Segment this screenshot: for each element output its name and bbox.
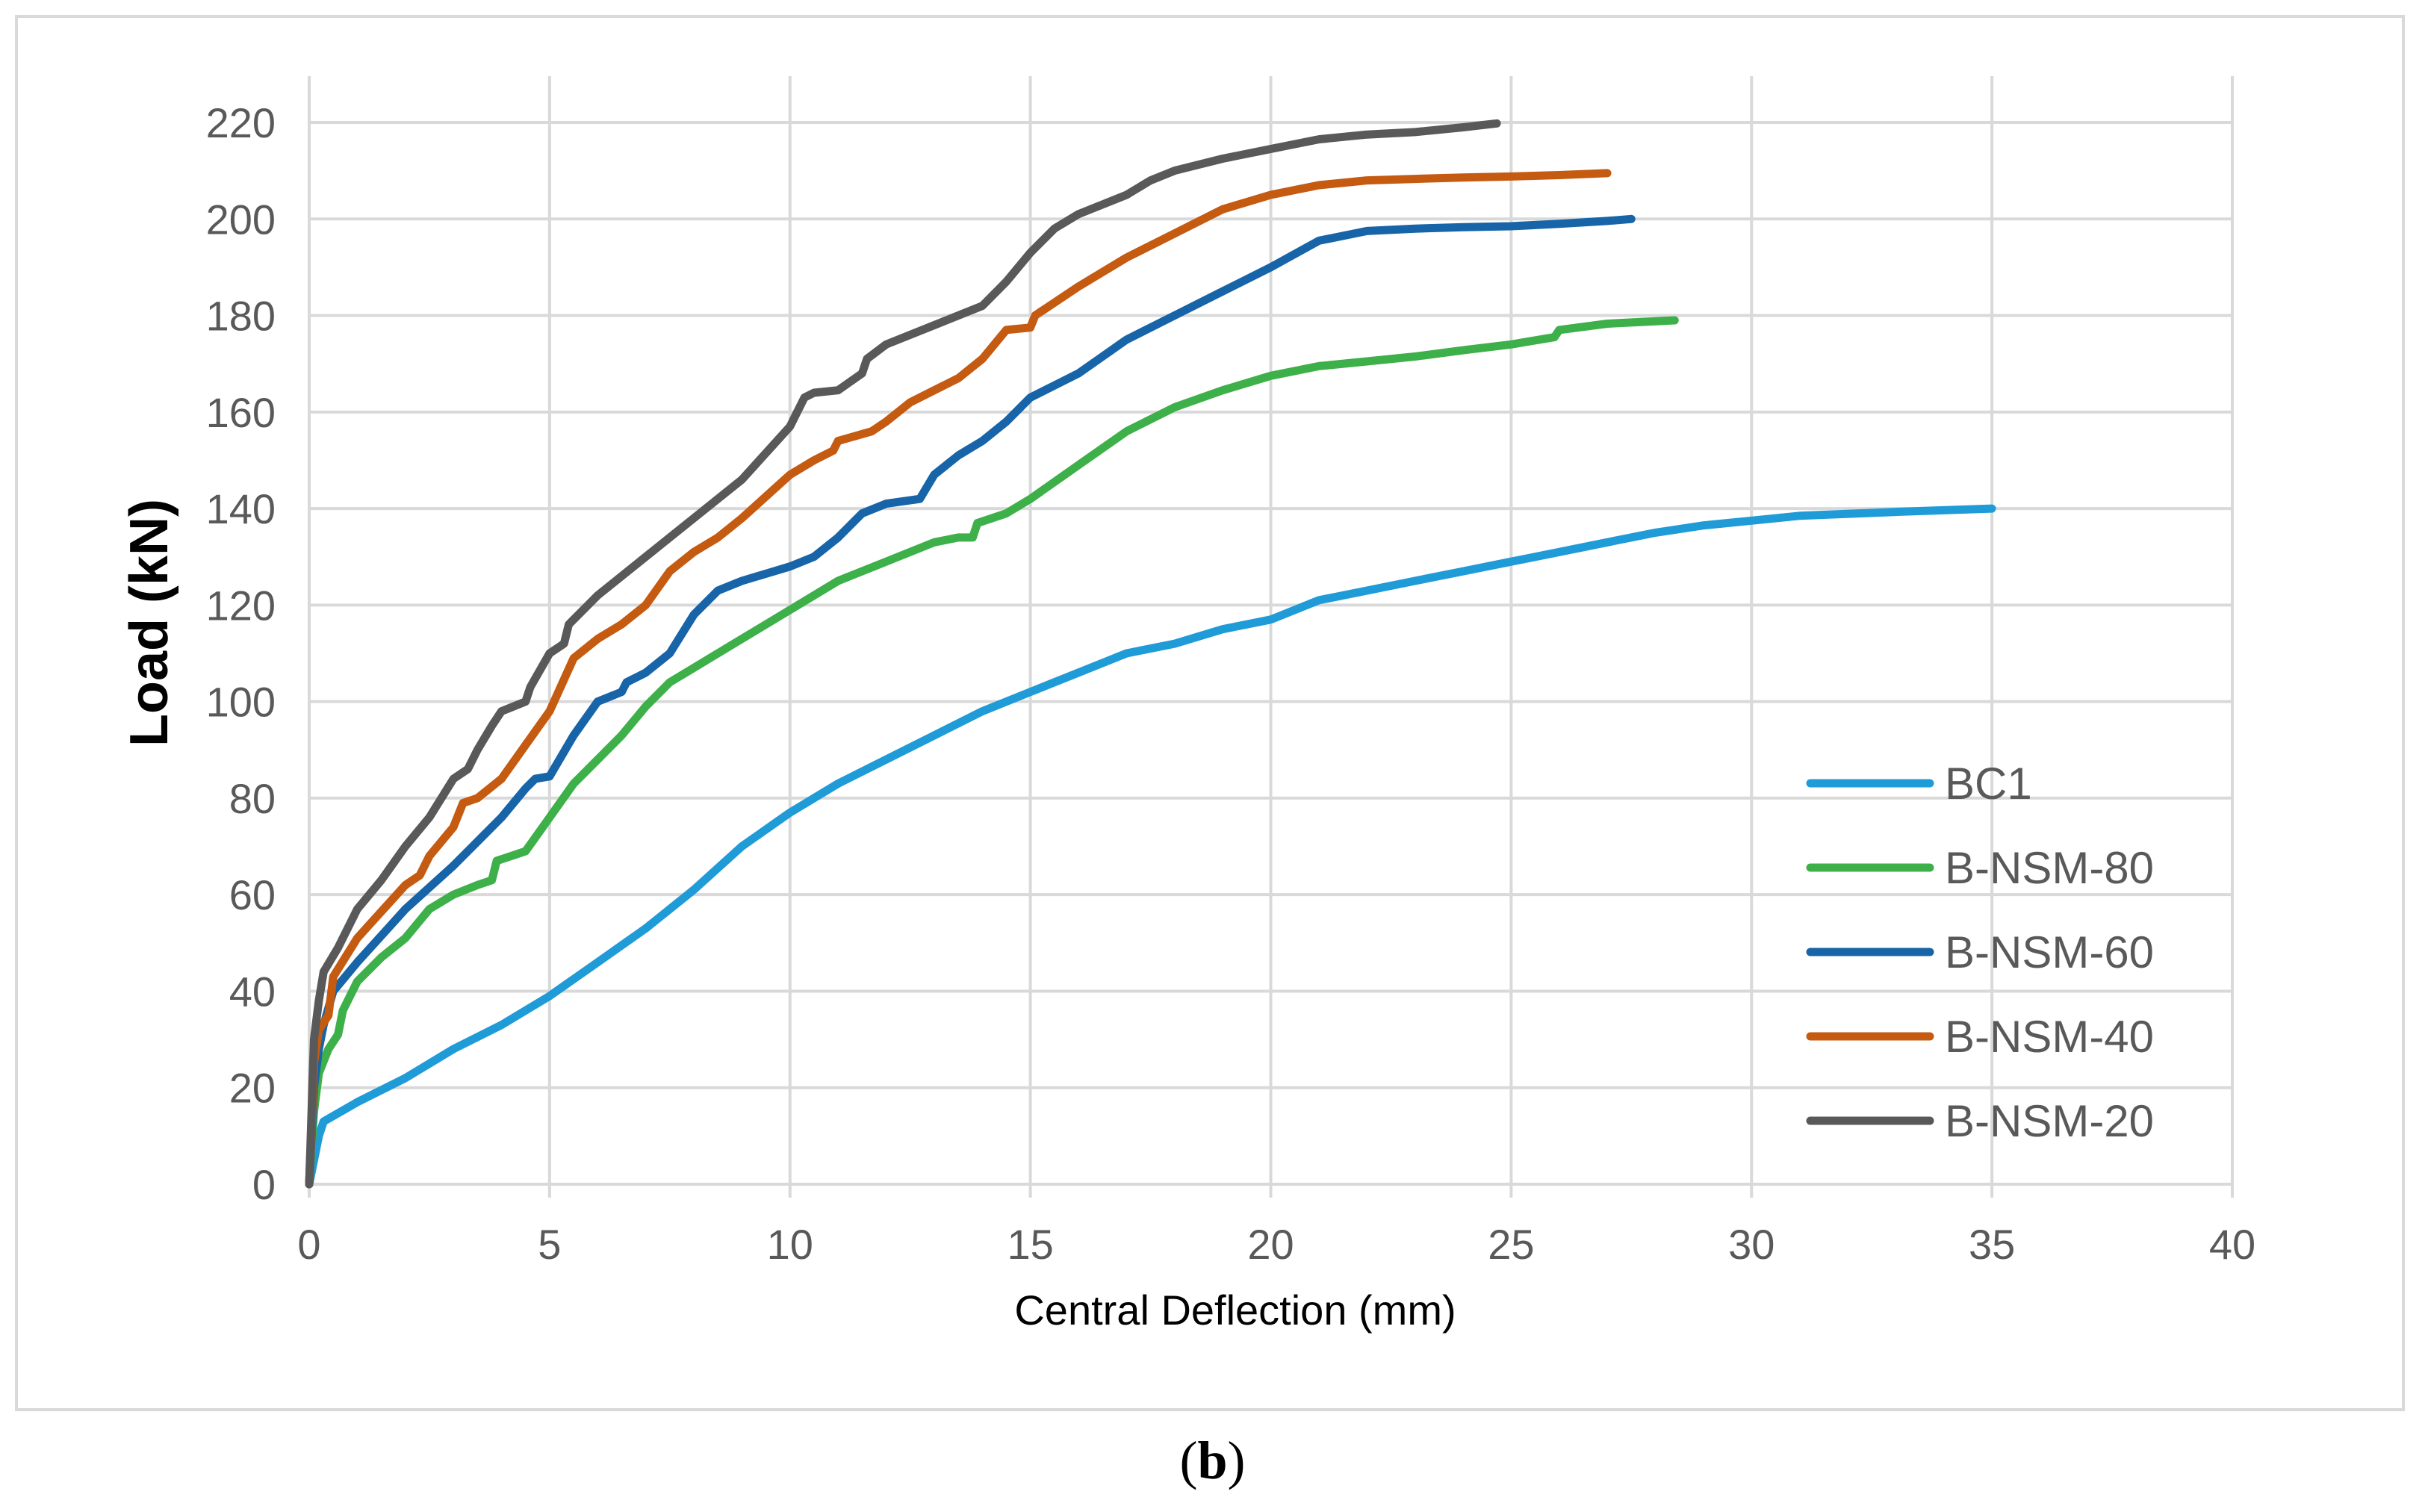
- legend-label: B-NSM-20: [1945, 1096, 2154, 1146]
- series-line-b-nsm-60: [305, 214, 1636, 1189]
- tick-labels: 0 20 40 60 80 100 120 140 160 180 200 220 0 5 10 15 20 25…: [206, 99, 2256, 1268]
- x-tick-label: 0: [297, 1221, 320, 1268]
- series-line-b-nsm-80: [305, 316, 1679, 1189]
- y-tick-label: 140: [206, 485, 276, 532]
- caption-close-paren: ): [1227, 1431, 1246, 1490]
- y-tick-label: 20: [229, 1065, 276, 1112]
- series-line-b-nsm-40: [305, 169, 1612, 1189]
- x-tick-label: 40: [2209, 1221, 2255, 1268]
- legend-label: BC1: [1945, 759, 2032, 809]
- x-tick-label: 30: [1728, 1221, 1774, 1268]
- caption-letter: b: [1197, 1431, 1228, 1490]
- y-tick-label: 220: [206, 99, 276, 146]
- y-tick-label: 180: [206, 293, 276, 340]
- legend: BC1 B-NSM-80 B-NSM-60 B-NSM-40 B-NSM-20: [1806, 759, 2154, 1146]
- legend-label: B-NSM-60: [1945, 927, 2154, 977]
- caption-open-paren: (: [1179, 1431, 1198, 1490]
- x-tick-label: 10: [767, 1221, 813, 1268]
- y-tick-label: 200: [206, 196, 276, 243]
- axes: [308, 1183, 2234, 1198]
- series-lines: [305, 119, 1996, 1189]
- y-tick-label: 80: [229, 775, 276, 822]
- y-tick-label: 0: [252, 1161, 276, 1208]
- y-tick-label: 40: [229, 968, 276, 1015]
- series-line-b-nsm-20: [305, 119, 1501, 1189]
- x-tick-label: 5: [538, 1221, 561, 1268]
- legend-label: B-NSM-80: [1945, 843, 2154, 893]
- y-tick-label: 160: [206, 389, 276, 436]
- x-axis-title: Central Deflection (mm): [1014, 1287, 1456, 1334]
- line-chart: 0 20 40 60 80 100 120 140 160 180 200 220 0 5 10 15 20 25…: [119, 76, 2256, 1334]
- series-line-bc1: [305, 504, 1996, 1189]
- y-axis-title: Load (kN): [119, 499, 179, 747]
- x-tick-label: 20: [1247, 1221, 1294, 1268]
- chart-frame: 0 20 40 60 80 100 120 140 160 180 200 220 0 5 10 15 20 25…: [15, 15, 2405, 1411]
- figure-caption: (b): [0, 1430, 2425, 1492]
- x-tick-label: 15: [1007, 1221, 1053, 1268]
- y-tick-label: 100: [206, 679, 276, 726]
- y-tick-label: 60: [229, 871, 276, 918]
- legend-label: B-NSM-40: [1945, 1012, 2154, 1062]
- x-tick-label: 25: [1488, 1221, 1534, 1268]
- y-tick-label: 120: [206, 582, 276, 629]
- x-tick-label: 35: [1969, 1221, 2015, 1268]
- gridlines: [308, 76, 2234, 1184]
